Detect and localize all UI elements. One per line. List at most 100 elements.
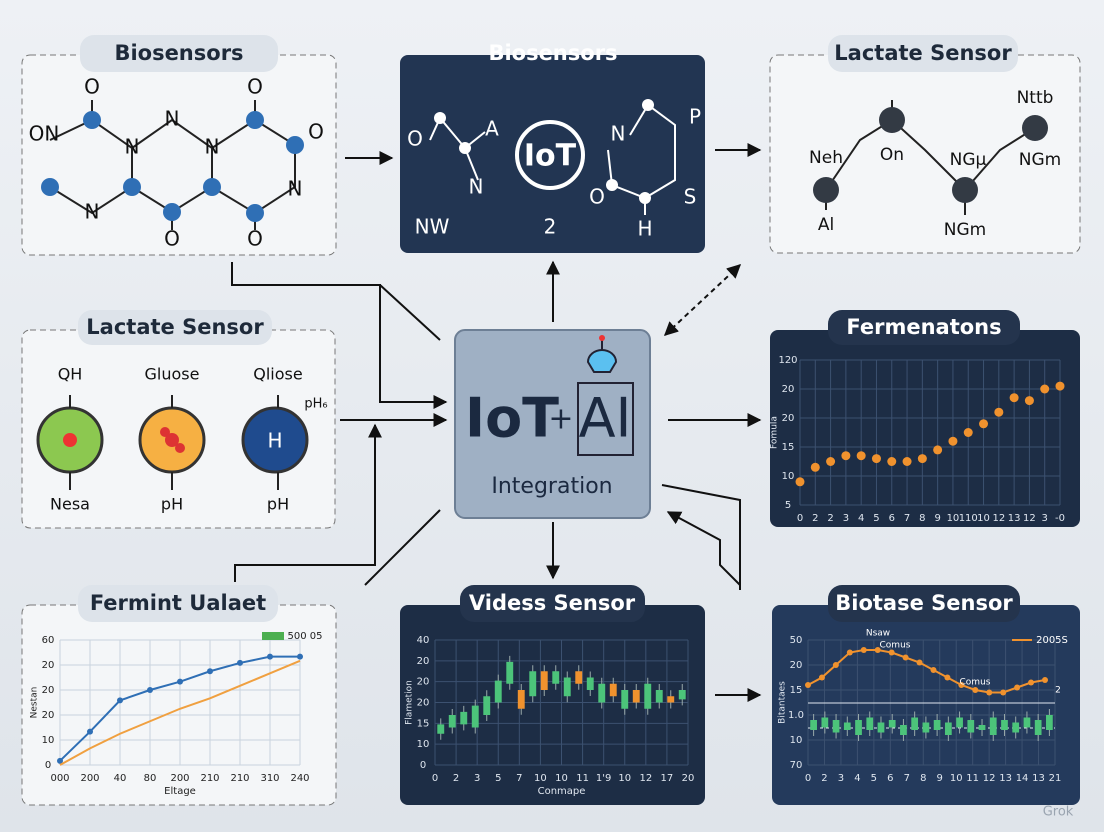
atom-label: P [689, 105, 701, 129]
cell-label: pH [161, 495, 183, 514]
x-tick-label: 6 [887, 773, 893, 784]
atom-label: ON [29, 122, 60, 146]
atom-label: O [308, 120, 324, 144]
candle [1023, 717, 1031, 728]
point [994, 407, 1004, 417]
point [963, 428, 973, 437]
point [902, 654, 909, 661]
candle [956, 717, 963, 728]
x-tick-label: 2 [453, 773, 459, 784]
candle [448, 715, 456, 728]
atom-label: O [589, 185, 605, 209]
x-tick-label: 1'9 [596, 773, 611, 784]
x-tick-label: 11 [576, 773, 589, 784]
x-axis-label: Eltage [164, 786, 196, 797]
point [818, 674, 825, 681]
y-tick-label: 50 [790, 635, 803, 646]
point [917, 454, 927, 464]
x-tick-label: 7 [904, 773, 910, 784]
atom-label: NGm [944, 220, 986, 240]
cell-label: QH [58, 365, 83, 384]
panel-title: Fermenatons [846, 315, 1001, 339]
annotation: Nsaw [866, 629, 890, 639]
y-axis-label: Nestan [30, 687, 40, 719]
atom-label: Al [818, 215, 834, 235]
x-axis-label: Conmape [538, 786, 586, 797]
x-tick-label: 200 [170, 773, 189, 784]
y-tick-label: 10 [782, 471, 795, 482]
candle [832, 720, 840, 733]
atom-label: Neh [809, 148, 843, 168]
x-tick-label: 8 [920, 773, 926, 784]
atom-label: S [684, 185, 697, 209]
y-tick-label: 20 [782, 413, 795, 424]
panel-title: Biosensors [488, 41, 617, 65]
x-tick-label: 310 [260, 773, 279, 784]
candle [494, 680, 502, 703]
x-tick-label: 10 [555, 773, 568, 784]
cell-label: H [267, 429, 282, 453]
candle [821, 717, 829, 728]
point [916, 659, 923, 666]
watermark: Grok [1043, 805, 1074, 820]
connectors [231, 143, 762, 702]
atom-label: N [165, 107, 180, 131]
x-tick-label: 6 [889, 513, 895, 524]
atom-label: NW [415, 215, 450, 239]
point [933, 445, 943, 455]
point [87, 728, 93, 735]
point [958, 682, 965, 688]
candle [989, 717, 997, 735]
atom-label: 2 [544, 215, 557, 239]
point [1009, 393, 1019, 403]
x-tick-label: 0 [805, 773, 811, 784]
candle [1034, 720, 1042, 735]
atom-label: N [205, 135, 220, 159]
candle [933, 720, 941, 730]
candle [810, 720, 817, 730]
candle [563, 677, 571, 697]
integration-caption: Integration [491, 474, 612, 499]
x-tick-label: 0 [432, 773, 438, 784]
cell-label: Gluose [145, 365, 200, 384]
point [846, 649, 853, 656]
candle [540, 671, 548, 690]
y-tick-label: 1.0 [788, 710, 804, 721]
x-tick-label: 13 [1032, 773, 1045, 784]
point [841, 451, 851, 461]
x-tick-label: 10 [977, 513, 990, 524]
x-tick-label: 12 [1023, 513, 1036, 524]
y-tick-label: 70 [790, 760, 803, 771]
panel-title: Videss Sensor [469, 591, 636, 615]
integration-plus: + [548, 402, 573, 437]
candle [586, 677, 594, 690]
y-tick-label: 120 [778, 355, 797, 366]
candle [483, 696, 491, 715]
atom-label: Nttb [1017, 88, 1054, 108]
candle [460, 711, 468, 725]
atom-label: On [880, 145, 904, 165]
molecule [41, 100, 304, 230]
atom-label: O [247, 75, 263, 99]
candle [655, 690, 663, 703]
x-tick-label: 2 [827, 513, 833, 524]
x-tick-label: 12 [639, 773, 652, 784]
x-tick-label: 3 [474, 773, 480, 784]
point [795, 477, 805, 487]
x-tick-label: 17 [661, 773, 674, 784]
integration-left: IoT [465, 387, 559, 450]
point [1014, 684, 1021, 691]
integration-right: AI [579, 387, 632, 450]
candle [1001, 720, 1008, 730]
point [832, 662, 839, 668]
candle [911, 717, 919, 730]
candle [575, 671, 583, 684]
point [1024, 396, 1034, 406]
candle [866, 717, 874, 730]
candle [678, 690, 686, 700]
candle [843, 722, 851, 730]
x-tick-label: 0 [797, 513, 803, 524]
point [1028, 679, 1035, 686]
y-tick-label: 0 [420, 760, 426, 771]
x-tick-label: 5 [871, 773, 877, 784]
